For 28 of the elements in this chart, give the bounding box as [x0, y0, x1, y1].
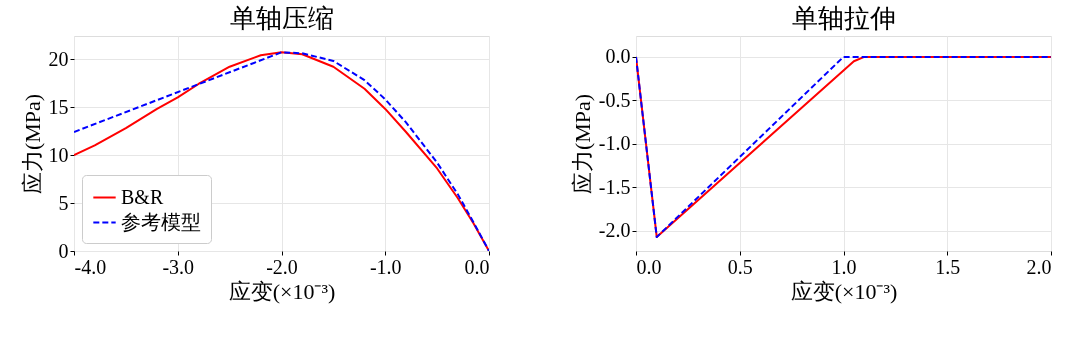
x-tick-label: 2.0 — [1026, 255, 1052, 278]
x-tick-label: -3.0 — [162, 255, 195, 278]
x-tick-label: 1.0 — [831, 255, 857, 278]
x-tick-label: 0.5 — [727, 255, 753, 278]
legend-label: 参考模型 — [121, 210, 201, 233]
x-tick-label: -4.0 — [74, 255, 107, 278]
x-axis-title: 应变(×10⁻³) — [790, 278, 898, 304]
y-tick-label: 20 — [48, 47, 69, 70]
chart-title: 单轴拉伸 — [791, 4, 896, 33]
x-tick-label: 0.0 — [636, 255, 662, 278]
y-axis-title: 应力(MPa) — [19, 93, 45, 195]
y-tick-label: 0 — [58, 239, 69, 262]
y-tick-label: 5 — [58, 191, 69, 214]
x-axis-title: 应变(×10⁻³) — [228, 278, 336, 304]
legend-label: B&R — [121, 185, 164, 208]
x-tick-label: 0.0 — [464, 255, 490, 278]
y-tick-label: -1.5 — [598, 175, 631, 198]
y-tick-label: -1.0 — [598, 132, 631, 155]
chart-title: 单轴压缩 — [229, 4, 334, 33]
y-tick-label: 0.0 — [605, 45, 631, 68]
y-tick-label: -2.0 — [598, 219, 631, 242]
y-axis-title: 应力(MPa) — [569, 93, 595, 195]
x-tick-label: -2.0 — [266, 255, 298, 278]
y-tick-label: 15 — [48, 95, 69, 118]
x-tick-label: -1.0 — [369, 255, 402, 278]
y-tick-label: -0.5 — [598, 88, 631, 111]
y-tick-label: 10 — [48, 143, 69, 166]
x-tick-label: 1.5 — [935, 255, 961, 278]
